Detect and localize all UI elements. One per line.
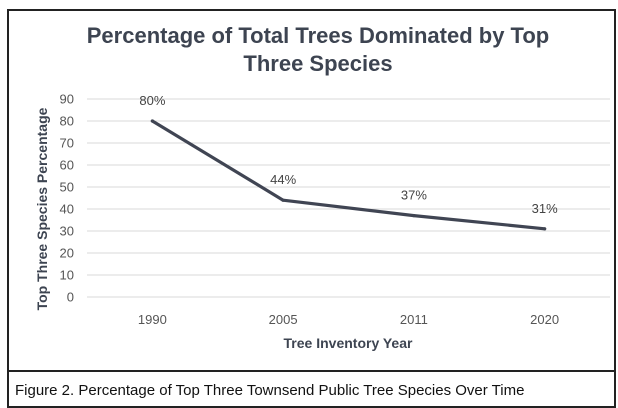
- data-point: [150, 119, 154, 123]
- data-label: 31%: [532, 201, 558, 216]
- y-axis-label: Top Three Species Percentage: [34, 107, 50, 310]
- x-tick-label: 1990: [138, 312, 167, 327]
- x-tick-label: 2011: [400, 312, 428, 327]
- data-point: [543, 227, 547, 231]
- series-line: [150, 119, 547, 231]
- data-label: 37%: [401, 188, 427, 203]
- data-label: 80%: [139, 93, 165, 108]
- x-axis-label: Tree Inventory Year: [284, 335, 413, 351]
- chart-title-line-1: Percentage of Total Trees Dominated by T…: [87, 23, 550, 48]
- y-tick-label: 90: [60, 92, 74, 107]
- figure-caption: Figure 2. Percentage of Top Three Townse…: [15, 382, 525, 399]
- line-chart: Percentage of Total Trees Dominated by T…: [34, 23, 610, 351]
- chart-frame: [7, 9, 616, 370]
- y-tick-label: 70: [60, 136, 74, 151]
- y-tick-label: 20: [60, 246, 74, 261]
- data-label: 44%: [270, 172, 296, 187]
- y-tick-label: 30: [60, 224, 74, 239]
- y-tick-label: 10: [60, 268, 74, 283]
- y-tick-label: 50: [60, 180, 74, 195]
- y-tick-label: 80: [60, 114, 74, 129]
- x-tick-label: 2020: [530, 312, 559, 327]
- x-axis-ticks: 1990 2005 2011 2020: [138, 312, 559, 327]
- y-tick-label: 40: [60, 202, 74, 217]
- data-point: [281, 198, 285, 202]
- y-tick-label: 0: [67, 290, 74, 305]
- chart-title-line-2: Three Species: [243, 51, 392, 76]
- x-tick-label: 2005: [269, 312, 298, 327]
- y-axis-ticks: 0 10 20 30 40 50 60 70 80 90: [60, 92, 74, 305]
- caption-frame: Figure 2. Percentage of Top Three Townse…: [7, 370, 616, 408]
- y-tick-label: 60: [60, 158, 74, 173]
- data-labels: 80% 44% 37% 31%: [139, 93, 558, 216]
- data-point: [412, 214, 416, 218]
- series-line-path: [150, 119, 547, 231]
- grid-lines: [87, 98, 610, 298]
